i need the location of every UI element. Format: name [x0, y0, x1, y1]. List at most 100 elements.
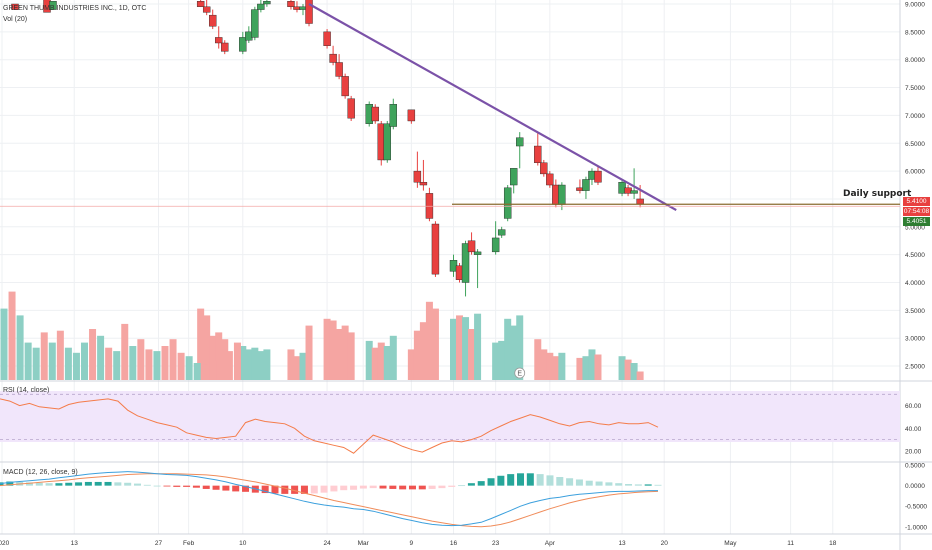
- candle: [341, 73, 349, 99]
- candle-body: [341, 76, 349, 97]
- candle: [534, 132, 542, 166]
- candlesticks[interactable]: [11, 0, 644, 297]
- macd-histogram-bar: [477, 481, 485, 486]
- candle-body: [221, 42, 229, 52]
- volume-bar: [588, 349, 596, 380]
- macd-histogram-bar: [458, 485, 466, 487]
- macd-histogram-bar: [497, 475, 505, 486]
- candle: [215, 26, 223, 49]
- volume-bar: [251, 347, 259, 380]
- volume-bar: [217, 352, 225, 380]
- candle: [196, 0, 205, 7]
- volume-bar: [516, 315, 524, 380]
- volume-bar: [64, 347, 72, 380]
- candle-body: [202, 6, 211, 13]
- earnings-marker: E: [514, 367, 526, 379]
- time-axis[interactable]: 2020 13 27 Feb 10 24 Mar 9 16 23 Apr 13 20 May 11 18: [0, 540, 837, 547]
- volume-bar: [468, 329, 476, 380]
- volume-bar: [462, 317, 470, 380]
- candle: [546, 171, 554, 188]
- macd-tick-label: 0.5000: [905, 463, 925, 470]
- macd-histogram-bar: [291, 485, 299, 494]
- macd-histogram-bar: [114, 482, 122, 486]
- volume-bar: [618, 356, 626, 380]
- candle: [503, 185, 512, 222]
- macd-histogram-bar: [104, 481, 112, 486]
- candle-body: [582, 179, 590, 191]
- candle: [287, 0, 295, 10]
- candle-body: [534, 145, 542, 163]
- price-axis[interactable]: 9.0000 8.5000 8.0000 7.5000 7.0000 6.5000 6.00…: [905, 2, 927, 532]
- macd-tick-label: -1.0000: [905, 524, 927, 531]
- macd-histogram-bar: [310, 485, 318, 494]
- macd-histogram-bar: [232, 485, 240, 492]
- volume-bar: [40, 332, 48, 380]
- macd-histogram-bar: [448, 485, 456, 487]
- volume-bar: [534, 339, 542, 380]
- macd-histogram-bar: [192, 485, 200, 488]
- macd-legend[interactable]: MACD (12, 26, close, 9): [3, 469, 78, 476]
- macd-histogram-bar: [350, 485, 358, 490]
- volume-bar: [540, 349, 548, 380]
- volume-bar: [287, 349, 295, 380]
- candle: [305, 0, 313, 27]
- volume-bar: [0, 308, 8, 380]
- last-price-tag: 5.4100: [903, 197, 930, 206]
- candle-body: [540, 162, 548, 175]
- price-tick-label: 3.0000: [905, 336, 925, 343]
- support-label[interactable]: Daily support: [843, 189, 912, 199]
- symbol-legend[interactable]: GREEN THUMB INDUSTRIES INC., 1D, OTC: [3, 5, 146, 12]
- macd-histogram-bar: [133, 483, 141, 486]
- volume-bar: [407, 349, 415, 380]
- volume-bar: [201, 364, 209, 380]
- volume-bar: [552, 356, 560, 380]
- macd-histogram-bar: [634, 484, 642, 486]
- price-tick-label: 6.0000: [905, 169, 925, 176]
- macd-histogram-bar: [183, 485, 191, 487]
- macd-histogram-bar: [261, 485, 269, 494]
- candle: [202, 0, 211, 16]
- macd-tick-label: 0.0000: [905, 483, 925, 490]
- macd-histogram-bar: [399, 485, 407, 490]
- candle-body: [510, 168, 518, 186]
- rsi-pane: [0, 393, 900, 454]
- macd-histogram-bar: [615, 483, 623, 486]
- candle-body: [335, 62, 343, 77]
- volume-bar: [474, 313, 482, 380]
- candle-body: [257, 3, 265, 10]
- macd-histogram-bar: [300, 485, 308, 494]
- candle: [467, 232, 476, 255]
- symbol-title[interactable]: GREEN THUMB INDUSTRIES INC., 1D, OTC: [3, 5, 147, 12]
- volume-bars: [0, 291, 644, 380]
- candle: [251, 6, 259, 41]
- volume-bar: [498, 340, 506, 380]
- candle-body: [407, 109, 416, 122]
- volume-bar: [594, 354, 602, 380]
- candle: [582, 176, 590, 199]
- volume-bar: [323, 318, 331, 380]
- candle-body: [516, 137, 524, 147]
- volume-bar: [193, 363, 201, 380]
- rsi-tick-label: 20.00: [905, 448, 922, 455]
- candle-body: [11, 3, 19, 10]
- volume-bar: [239, 346, 247, 380]
- candle-body: [323, 31, 331, 46]
- rsi-legend[interactable]: RSI (14, close): [3, 387, 49, 394]
- macd-histogram-bar: [6, 481, 14, 486]
- candle: [383, 120, 391, 163]
- volume-bar: [233, 342, 241, 380]
- time-tick-label: 24: [323, 540, 331, 547]
- time-tick-label: 13: [618, 540, 626, 547]
- candle-body: [383, 123, 391, 161]
- volume-bar: [169, 339, 177, 380]
- volume-bar: [197, 308, 205, 380]
- volume-legend[interactable]: Vol (20): [3, 16, 27, 23]
- macd-histogram-bar: [595, 481, 603, 486]
- volume-bar: [546, 352, 554, 380]
- volume-bar: [209, 361, 217, 380]
- time-tick-label: Mar: [358, 540, 370, 547]
- drawings[interactable]: E: [0, 3, 900, 379]
- time-tick-label: Apr: [545, 540, 556, 547]
- volume-bar: [121, 323, 129, 380]
